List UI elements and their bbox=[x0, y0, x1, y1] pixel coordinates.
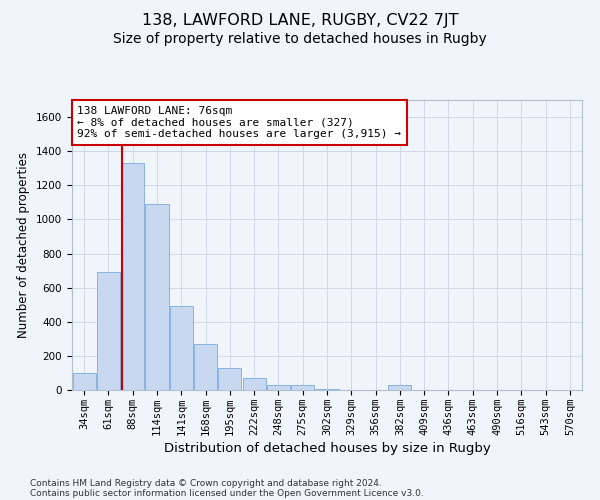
Bar bbox=[218, 368, 241, 390]
Bar bbox=[73, 373, 95, 390]
Bar bbox=[97, 272, 120, 390]
Bar bbox=[170, 306, 193, 390]
Text: Contains public sector information licensed under the Open Government Licence v3: Contains public sector information licen… bbox=[30, 488, 424, 498]
Bar bbox=[316, 389, 338, 390]
Bar bbox=[121, 163, 144, 390]
Bar bbox=[242, 378, 266, 390]
Text: Contains HM Land Registry data © Crown copyright and database right 2024.: Contains HM Land Registry data © Crown c… bbox=[30, 478, 382, 488]
Y-axis label: Number of detached properties: Number of detached properties bbox=[17, 152, 31, 338]
Bar bbox=[267, 385, 290, 390]
Bar bbox=[388, 385, 412, 390]
Text: 138, LAWFORD LANE, RUGBY, CV22 7JT: 138, LAWFORD LANE, RUGBY, CV22 7JT bbox=[142, 12, 458, 28]
Text: Size of property relative to detached houses in Rugby: Size of property relative to detached ho… bbox=[113, 32, 487, 46]
Text: 138 LAWFORD LANE: 76sqm
← 8% of detached houses are smaller (327)
92% of semi-de: 138 LAWFORD LANE: 76sqm ← 8% of detached… bbox=[77, 106, 401, 139]
X-axis label: Distribution of detached houses by size in Rugby: Distribution of detached houses by size … bbox=[164, 442, 490, 455]
Bar bbox=[194, 344, 217, 390]
Bar bbox=[145, 204, 169, 390]
Bar bbox=[291, 385, 314, 390]
